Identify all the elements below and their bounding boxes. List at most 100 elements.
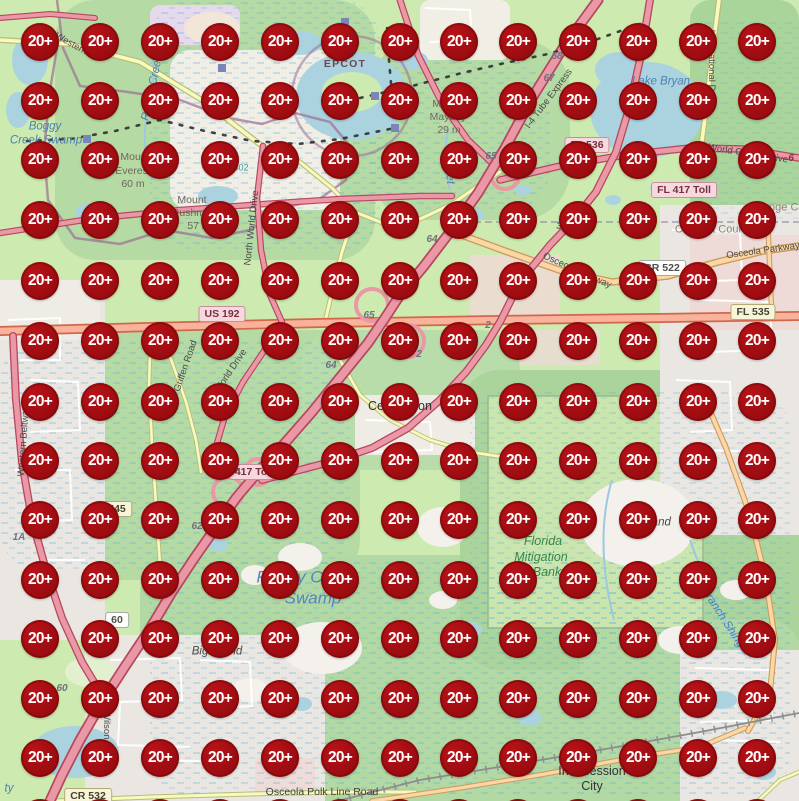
cluster-marker[interactable]: 20+ [738, 23, 776, 61]
cluster-marker[interactable]: 20+ [381, 799, 419, 801]
cluster-marker[interactable]: 20+ [499, 141, 537, 179]
cluster-marker[interactable]: 20+ [21, 739, 59, 777]
cluster-marker[interactable]: 20+ [619, 620, 657, 658]
cluster-marker[interactable]: 20+ [738, 561, 776, 599]
cluster-marker[interactable]: 20+ [261, 799, 299, 801]
cluster-marker[interactable]: 20+ [619, 680, 657, 718]
cluster-marker[interactable]: 20+ [559, 680, 597, 718]
cluster-marker[interactable]: 20+ [261, 141, 299, 179]
cluster-marker[interactable]: 20+ [201, 620, 239, 658]
cluster-marker[interactable]: 20+ [261, 322, 299, 360]
cluster-marker[interactable]: 20+ [440, 680, 478, 718]
cluster-marker[interactable]: 20+ [619, 383, 657, 421]
cluster-marker[interactable]: 20+ [440, 322, 478, 360]
cluster-marker[interactable]: 20+ [201, 322, 239, 360]
cluster-marker[interactable]: 20+ [381, 620, 419, 658]
cluster-marker[interactable]: 20+ [679, 620, 717, 658]
cluster-marker[interactable]: 20+ [559, 561, 597, 599]
cluster-marker[interactable]: 20+ [499, 322, 537, 360]
cluster-marker[interactable]: 20+ [381, 383, 419, 421]
cluster-marker[interactable]: 20+ [381, 201, 419, 239]
cluster-marker[interactable]: 20+ [261, 262, 299, 300]
cluster-marker[interactable]: 20+ [81, 620, 119, 658]
cluster-marker[interactable]: 20+ [738, 383, 776, 421]
cluster-marker[interactable]: 20+ [141, 82, 179, 120]
cluster-marker[interactable]: 20+ [141, 501, 179, 539]
cluster-marker[interactable]: 20+ [321, 201, 359, 239]
cluster-marker[interactable]: 20+ [261, 23, 299, 61]
cluster-marker[interactable]: 20+ [21, 799, 59, 801]
cluster-marker[interactable]: 20+ [440, 561, 478, 599]
cluster-marker[interactable]: 20+ [201, 141, 239, 179]
cluster-marker[interactable]: 20+ [559, 23, 597, 61]
cluster-marker[interactable]: 20+ [738, 799, 776, 801]
cluster-marker[interactable]: 20+ [81, 262, 119, 300]
cluster-marker[interactable]: 20+ [738, 442, 776, 480]
cluster-marker[interactable]: 20+ [201, 383, 239, 421]
cluster-marker[interactable]: 20+ [679, 201, 717, 239]
cluster-marker[interactable]: 20+ [559, 141, 597, 179]
cluster-marker[interactable]: 20+ [499, 561, 537, 599]
cluster-marker[interactable]: 20+ [321, 23, 359, 61]
cluster-marker[interactable]: 20+ [141, 262, 179, 300]
cluster-marker[interactable]: 20+ [679, 82, 717, 120]
cluster-marker[interactable]: 20+ [619, 739, 657, 777]
cluster-marker[interactable]: 20+ [619, 799, 657, 801]
cluster-marker[interactable]: 20+ [738, 141, 776, 179]
cluster-marker[interactable]: 20+ [559, 501, 597, 539]
cluster-marker[interactable]: 20+ [619, 82, 657, 120]
cluster-marker[interactable]: 20+ [201, 201, 239, 239]
cluster-marker[interactable]: 20+ [738, 262, 776, 300]
cluster-marker[interactable]: 20+ [679, 561, 717, 599]
cluster-marker[interactable]: 20+ [619, 141, 657, 179]
cluster-marker[interactable]: 20+ [81, 501, 119, 539]
cluster-marker[interactable]: 20+ [81, 739, 119, 777]
cluster-marker[interactable]: 20+ [440, 442, 478, 480]
cluster-marker[interactable]: 20+ [381, 561, 419, 599]
cluster-marker[interactable]: 20+ [321, 322, 359, 360]
cluster-marker[interactable]: 20+ [499, 680, 537, 718]
cluster-marker[interactable]: 20+ [321, 561, 359, 599]
cluster-marker[interactable]: 20+ [81, 799, 119, 801]
cluster-marker[interactable]: 20+ [619, 442, 657, 480]
cluster-marker[interactable]: 20+ [499, 739, 537, 777]
cluster-marker[interactable]: 20+ [21, 561, 59, 599]
cluster-marker[interactable]: 20+ [559, 82, 597, 120]
cluster-marker[interactable]: 20+ [619, 501, 657, 539]
cluster-marker[interactable]: 20+ [559, 383, 597, 421]
cluster-marker[interactable]: 20+ [679, 322, 717, 360]
cluster-marker[interactable]: 20+ [81, 201, 119, 239]
cluster-marker[interactable]: 20+ [21, 262, 59, 300]
cluster-marker[interactable]: 20+ [321, 799, 359, 801]
cluster-marker[interactable]: 20+ [201, 739, 239, 777]
cluster-marker[interactable]: 20+ [21, 141, 59, 179]
cluster-marker[interactable]: 20+ [201, 23, 239, 61]
cluster-marker[interactable]: 20+ [321, 680, 359, 718]
cluster-marker[interactable]: 20+ [141, 620, 179, 658]
cluster-marker[interactable]: 20+ [619, 322, 657, 360]
cluster-marker[interactable]: 20+ [201, 501, 239, 539]
cluster-marker[interactable]: 20+ [201, 680, 239, 718]
cluster-marker[interactable]: 20+ [499, 201, 537, 239]
cluster-marker[interactable]: 20+ [141, 141, 179, 179]
cluster-marker[interactable]: 20+ [321, 442, 359, 480]
cluster-marker[interactable]: 20+ [261, 739, 299, 777]
cluster-marker[interactable]: 20+ [440, 501, 478, 539]
cluster-marker[interactable]: 20+ [381, 141, 419, 179]
cluster-marker[interactable]: 20+ [440, 141, 478, 179]
cluster-marker[interactable]: 20+ [141, 442, 179, 480]
cluster-marker[interactable]: 20+ [321, 620, 359, 658]
cluster-marker[interactable]: 20+ [381, 680, 419, 718]
cluster-marker[interactable]: 20+ [21, 501, 59, 539]
cluster-marker[interactable]: 20+ [738, 739, 776, 777]
cluster-marker[interactable]: 20+ [81, 442, 119, 480]
cluster-marker[interactable]: 20+ [679, 739, 717, 777]
cluster-marker[interactable]: 20+ [21, 680, 59, 718]
cluster-marker[interactable]: 20+ [261, 561, 299, 599]
cluster-marker[interactable]: 20+ [381, 739, 419, 777]
cluster-marker[interactable]: 20+ [381, 442, 419, 480]
cluster-marker[interactable]: 20+ [21, 620, 59, 658]
cluster-marker[interactable]: 20+ [738, 322, 776, 360]
cluster-marker[interactable]: 20+ [679, 23, 717, 61]
cluster-marker[interactable]: 20+ [440, 23, 478, 61]
